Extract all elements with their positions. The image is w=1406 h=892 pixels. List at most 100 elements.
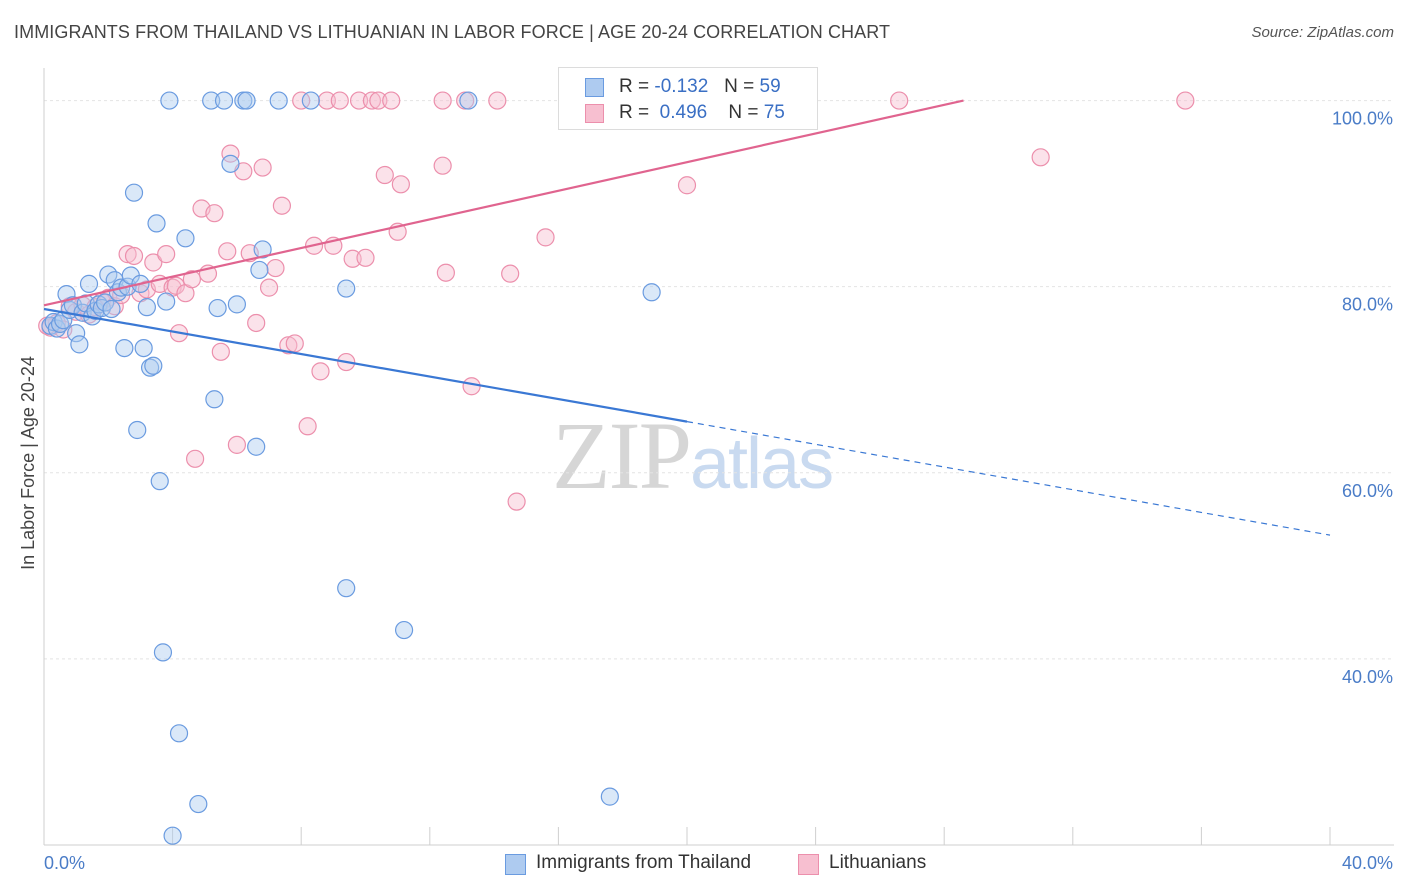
point-lithuanian-49: [343, 249, 362, 268]
point-lithuanian-27: [205, 204, 224, 223]
point-lithuanian-37: [266, 258, 285, 278]
legend-swatch-thailand: [585, 78, 604, 97]
point-lithuanian-50: [349, 91, 369, 110]
point-thailand-32: [144, 356, 163, 375]
point-thailand-55: [337, 279, 356, 298]
correlation-legend: R = -0.132 N = 59 R = 0.496 N = 75: [558, 67, 818, 130]
legend-text-lithuanian: R = 0.496 N = 75: [619, 102, 785, 124]
y-tick-label-60: 60.0%: [1342, 481, 1393, 501]
point-lithuanian-45: [317, 91, 337, 110]
point-lithuanian-35: [253, 158, 272, 177]
point-lithuanian-42: [298, 417, 317, 436]
point-thailand-19: [102, 299, 121, 319]
point-lithuanian-57: [391, 175, 410, 194]
legend-text-thailand: R = -0.132 N = 59: [619, 76, 781, 98]
point-thailand-45: [214, 91, 234, 110]
trend-layer: [43, 99, 1331, 536]
watermark-zip: ZIP: [552, 402, 692, 509]
point-lithuanian-24: [186, 449, 205, 468]
point-thailand-16: [92, 298, 111, 318]
chart-title: IMMIGRANTS FROM THAILAND VS LITHUANIAN I…: [14, 22, 891, 42]
point-thailand-40: [176, 229, 195, 248]
point-thailand-37: [160, 91, 179, 110]
point-thailand-9: [70, 335, 89, 354]
y-tick-label-80: 80.0%: [1342, 295, 1393, 315]
point-lithuanian-30: [221, 144, 240, 163]
point-lithuanian-28: [211, 342, 230, 361]
point-lithuanian-29: [218, 242, 237, 261]
trend-line-lithuanian: [43, 99, 964, 307]
point-thailand-49: [237, 91, 256, 110]
point-thailand-34: [150, 472, 169, 491]
source-label: Source: ZipAtlas.com: [1251, 24, 1394, 41]
point-lithuanian-38: [272, 196, 292, 215]
watermark: ZIPatlas: [552, 400, 834, 511]
point-lithuanian-12: [118, 245, 137, 264]
legend-swatch-lithuanian: [585, 104, 604, 123]
point-thailand-17: [95, 293, 115, 312]
point-lithuanian-34: [247, 313, 266, 333]
point-lithuanian-31: [227, 435, 246, 454]
point-lithuanian-65: [507, 492, 526, 511]
point-lithuanian-62: [462, 377, 481, 396]
point-lithuanian-69: [677, 176, 697, 195]
trend-line-thailand: [43, 307, 688, 423]
point-thailand-58: [459, 91, 478, 110]
point-thailand-23: [115, 338, 134, 358]
point-lithuanian-53: [369, 91, 388, 110]
point-thailand-47: [227, 295, 246, 314]
point-thailand-56: [337, 579, 356, 598]
point-lithuanian-64: [501, 264, 520, 283]
point-lithuanian-20: [166, 276, 185, 295]
axis-layer: [43, 68, 1394, 846]
point-thailand-8: [67, 324, 86, 343]
bottom-legend-swatch-thailand: [505, 854, 526, 875]
point-lithuanian-23: [182, 270, 201, 289]
point-thailand-26: [124, 183, 144, 202]
point-lithuanian-55: [382, 91, 401, 110]
point-lithuanian-36: [259, 278, 279, 297]
point-lithuanian-52: [362, 91, 382, 110]
legend-r-label: R =: [619, 76, 650, 97]
point-lithuanian-73: [1176, 91, 1195, 110]
point-lithuanian-40: [285, 334, 304, 353]
point-thailand-31: [140, 358, 160, 377]
point-lithuanian-63: [488, 91, 507, 110]
grid-layer: [44, 100, 1394, 660]
label-layer: In Labor Force | Age 20-24 100.0% 80.0% 60…: [18, 109, 1393, 873]
point-thailand-33: [147, 214, 166, 233]
point-lithuanian-66: [536, 228, 555, 247]
point-lithuanian-60: [436, 263, 455, 282]
point-thailand-53: [269, 91, 288, 110]
points-layer: [38, 91, 1195, 845]
point-thailand-42: [202, 91, 221, 110]
point-thailand-51: [250, 260, 269, 280]
point-lithuanian-16: [144, 253, 163, 272]
legend-n-label: N =: [724, 76, 755, 97]
point-lithuanian-54: [375, 165, 394, 185]
legend-n-value-thailand: 59: [759, 76, 781, 97]
point-thailand-46: [221, 154, 240, 173]
legend-n-label: N =: [728, 102, 759, 123]
point-lithuanian-51: [356, 248, 375, 267]
point-lithuanian-72: [1031, 148, 1050, 167]
point-lithuanian-58: [433, 91, 452, 110]
bottom-legend-label-lithuanian: Lithuanians: [829, 852, 927, 873]
point-thailand-52: [253, 240, 272, 259]
point-thailand-50: [247, 437, 266, 456]
point-thailand-60: [642, 283, 661, 302]
point-thailand-29: [134, 338, 153, 358]
point-lithuanian-13: [124, 246, 144, 266]
point-thailand-38: [163, 826, 182, 845]
point-lithuanian-71: [890, 91, 909, 110]
trend-line-thailand-extrapolated: [686, 421, 1331, 536]
point-thailand-39: [169, 724, 189, 743]
point-thailand-54: [301, 91, 320, 110]
point-lithuanian-59: [433, 156, 452, 175]
point-thailand-44: [208, 298, 227, 318]
legend-r-value-lithuanian: 0.496: [659, 102, 708, 123]
point-lithuanian-47: [330, 91, 349, 110]
point-thailand-43: [205, 390, 224, 409]
x-tick-label-0: 0.0%: [44, 853, 85, 873]
